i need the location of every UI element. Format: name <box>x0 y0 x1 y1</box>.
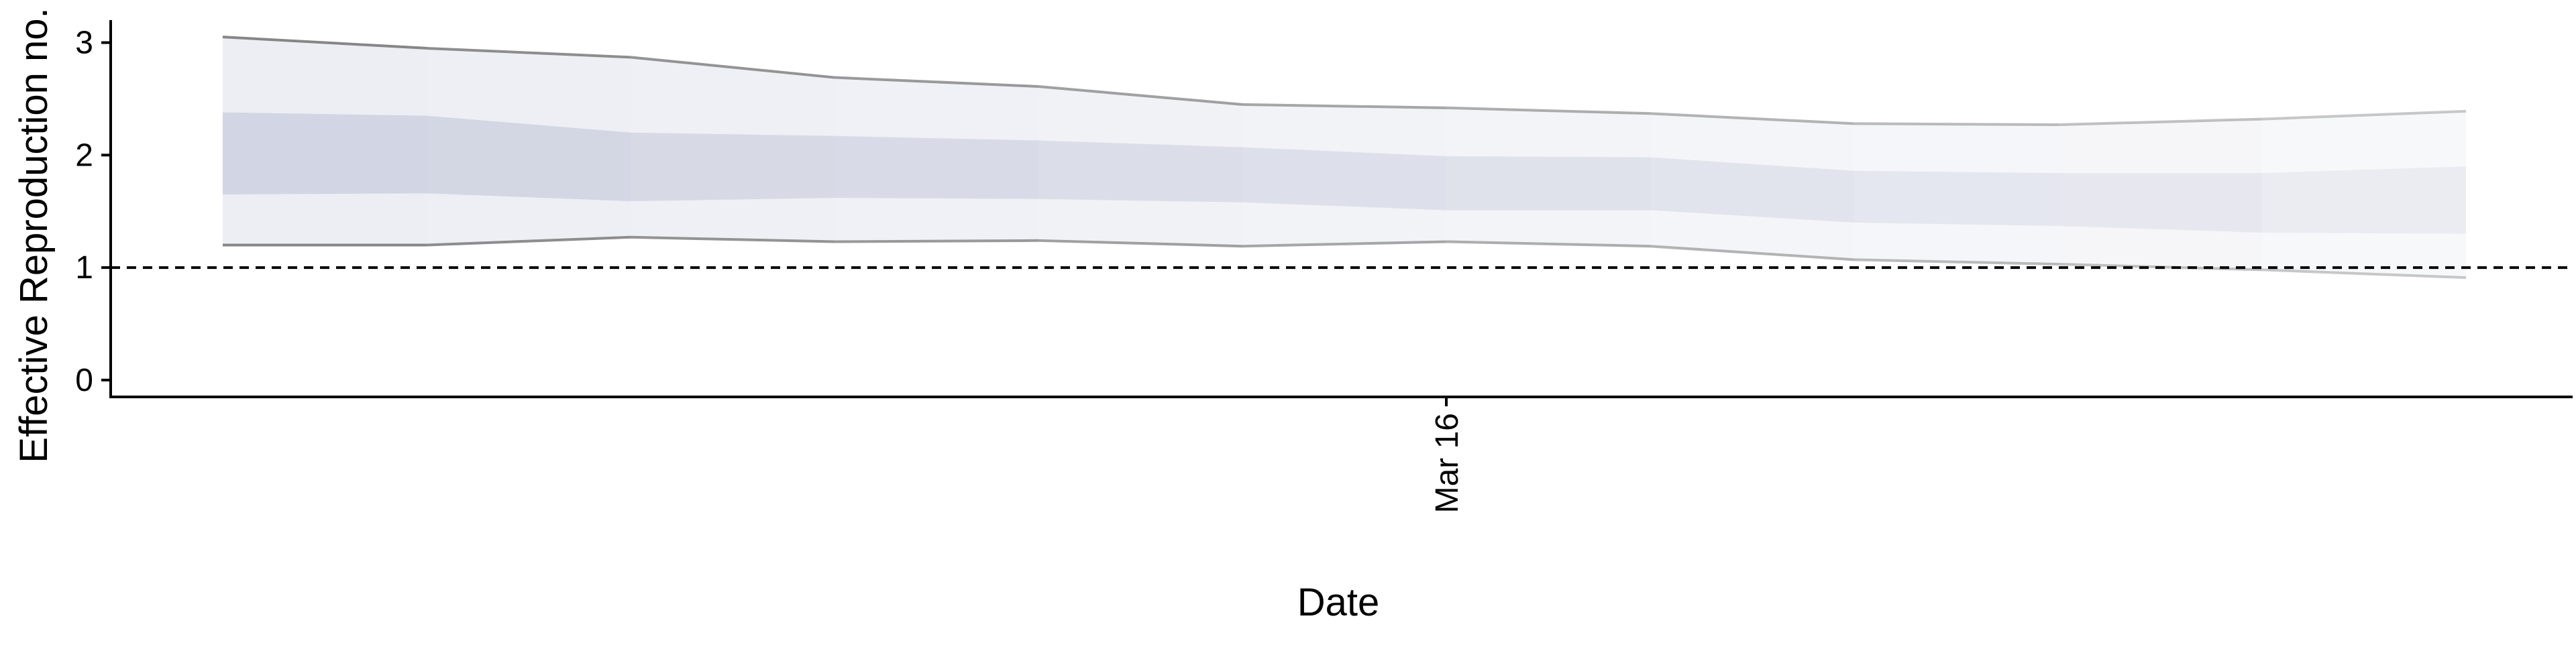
y-tick-label: 2 <box>75 137 93 173</box>
outer-band-segment <box>223 37 427 245</box>
outer-band-segment <box>631 57 835 242</box>
inner-band-segment <box>835 135 1038 199</box>
inner-band-segment <box>631 132 835 202</box>
lower-bound-line-segment <box>426 235 631 247</box>
lower-bound-line-segment <box>1038 239 1243 248</box>
lower-bound-line-segment <box>630 235 835 243</box>
outer-band-segment <box>2262 111 2466 278</box>
inner-band-segment <box>1242 147 1446 211</box>
outer-band-segment <box>1854 123 2058 265</box>
inner-band-segment <box>2262 166 2466 234</box>
outer-band-segment <box>2058 119 2262 270</box>
outer-bound-lines <box>222 36 2467 280</box>
outer-band-segment <box>1446 107 1650 247</box>
outer-band-segment <box>427 48 631 245</box>
inner-band-segment <box>223 112 427 195</box>
inner-band-segment <box>427 115 631 202</box>
lower-bound-line-segment <box>1650 245 1855 261</box>
outer-band-segment <box>1650 113 1854 260</box>
lower-bound-line-segment <box>834 239 1039 243</box>
inner-band-segment <box>1446 156 1650 211</box>
upper-bound-line-segment <box>1650 112 1855 125</box>
upper-bound-line-segment <box>1038 84 1243 106</box>
upper-bound-line-segment <box>1446 106 1651 115</box>
inner-band-segment <box>1650 157 1854 223</box>
upper-bound-line-segment <box>630 56 835 79</box>
y-axis-title: Effective Reproduction no. <box>12 7 56 463</box>
upper-bound-line-segment <box>2261 109 2467 121</box>
inner-band-segment <box>1038 140 1242 202</box>
upper-bound-line-segment <box>426 46 631 59</box>
lower-bound-line-segment <box>1446 240 1651 248</box>
y-axis-ticks: 0 1 2 3 <box>75 25 111 398</box>
x-axis-title: Date <box>1297 581 1380 624</box>
y-tick-label: 3 <box>75 25 93 61</box>
x-axis-ticks: Mar 16 <box>1430 397 1465 513</box>
x-tick-label: Mar 16 <box>1430 413 1465 513</box>
y-tick-label: 0 <box>75 363 93 398</box>
lower-bound-line-segment <box>1242 240 1447 248</box>
upper-bound-line-segment <box>222 36 427 50</box>
lower-bound-line-segment <box>2261 268 2467 280</box>
y-tick-label: 1 <box>75 250 93 286</box>
uncertainty-bands <box>223 37 2466 278</box>
upper-bound-line-segment <box>2057 117 2263 127</box>
lower-bound-line-segment <box>1854 258 2059 266</box>
upper-bound-line-segment <box>1854 122 2059 127</box>
outer-band-segment <box>1038 86 1242 247</box>
upper-bound-line-segment <box>1242 103 1447 109</box>
inner-band-segment <box>2058 173 2262 233</box>
outer-band-segment <box>835 77 1038 242</box>
inner-band-segment <box>1854 170 2058 227</box>
outer-band-segment <box>1242 104 1446 247</box>
upper-bound-line-segment <box>834 76 1039 88</box>
